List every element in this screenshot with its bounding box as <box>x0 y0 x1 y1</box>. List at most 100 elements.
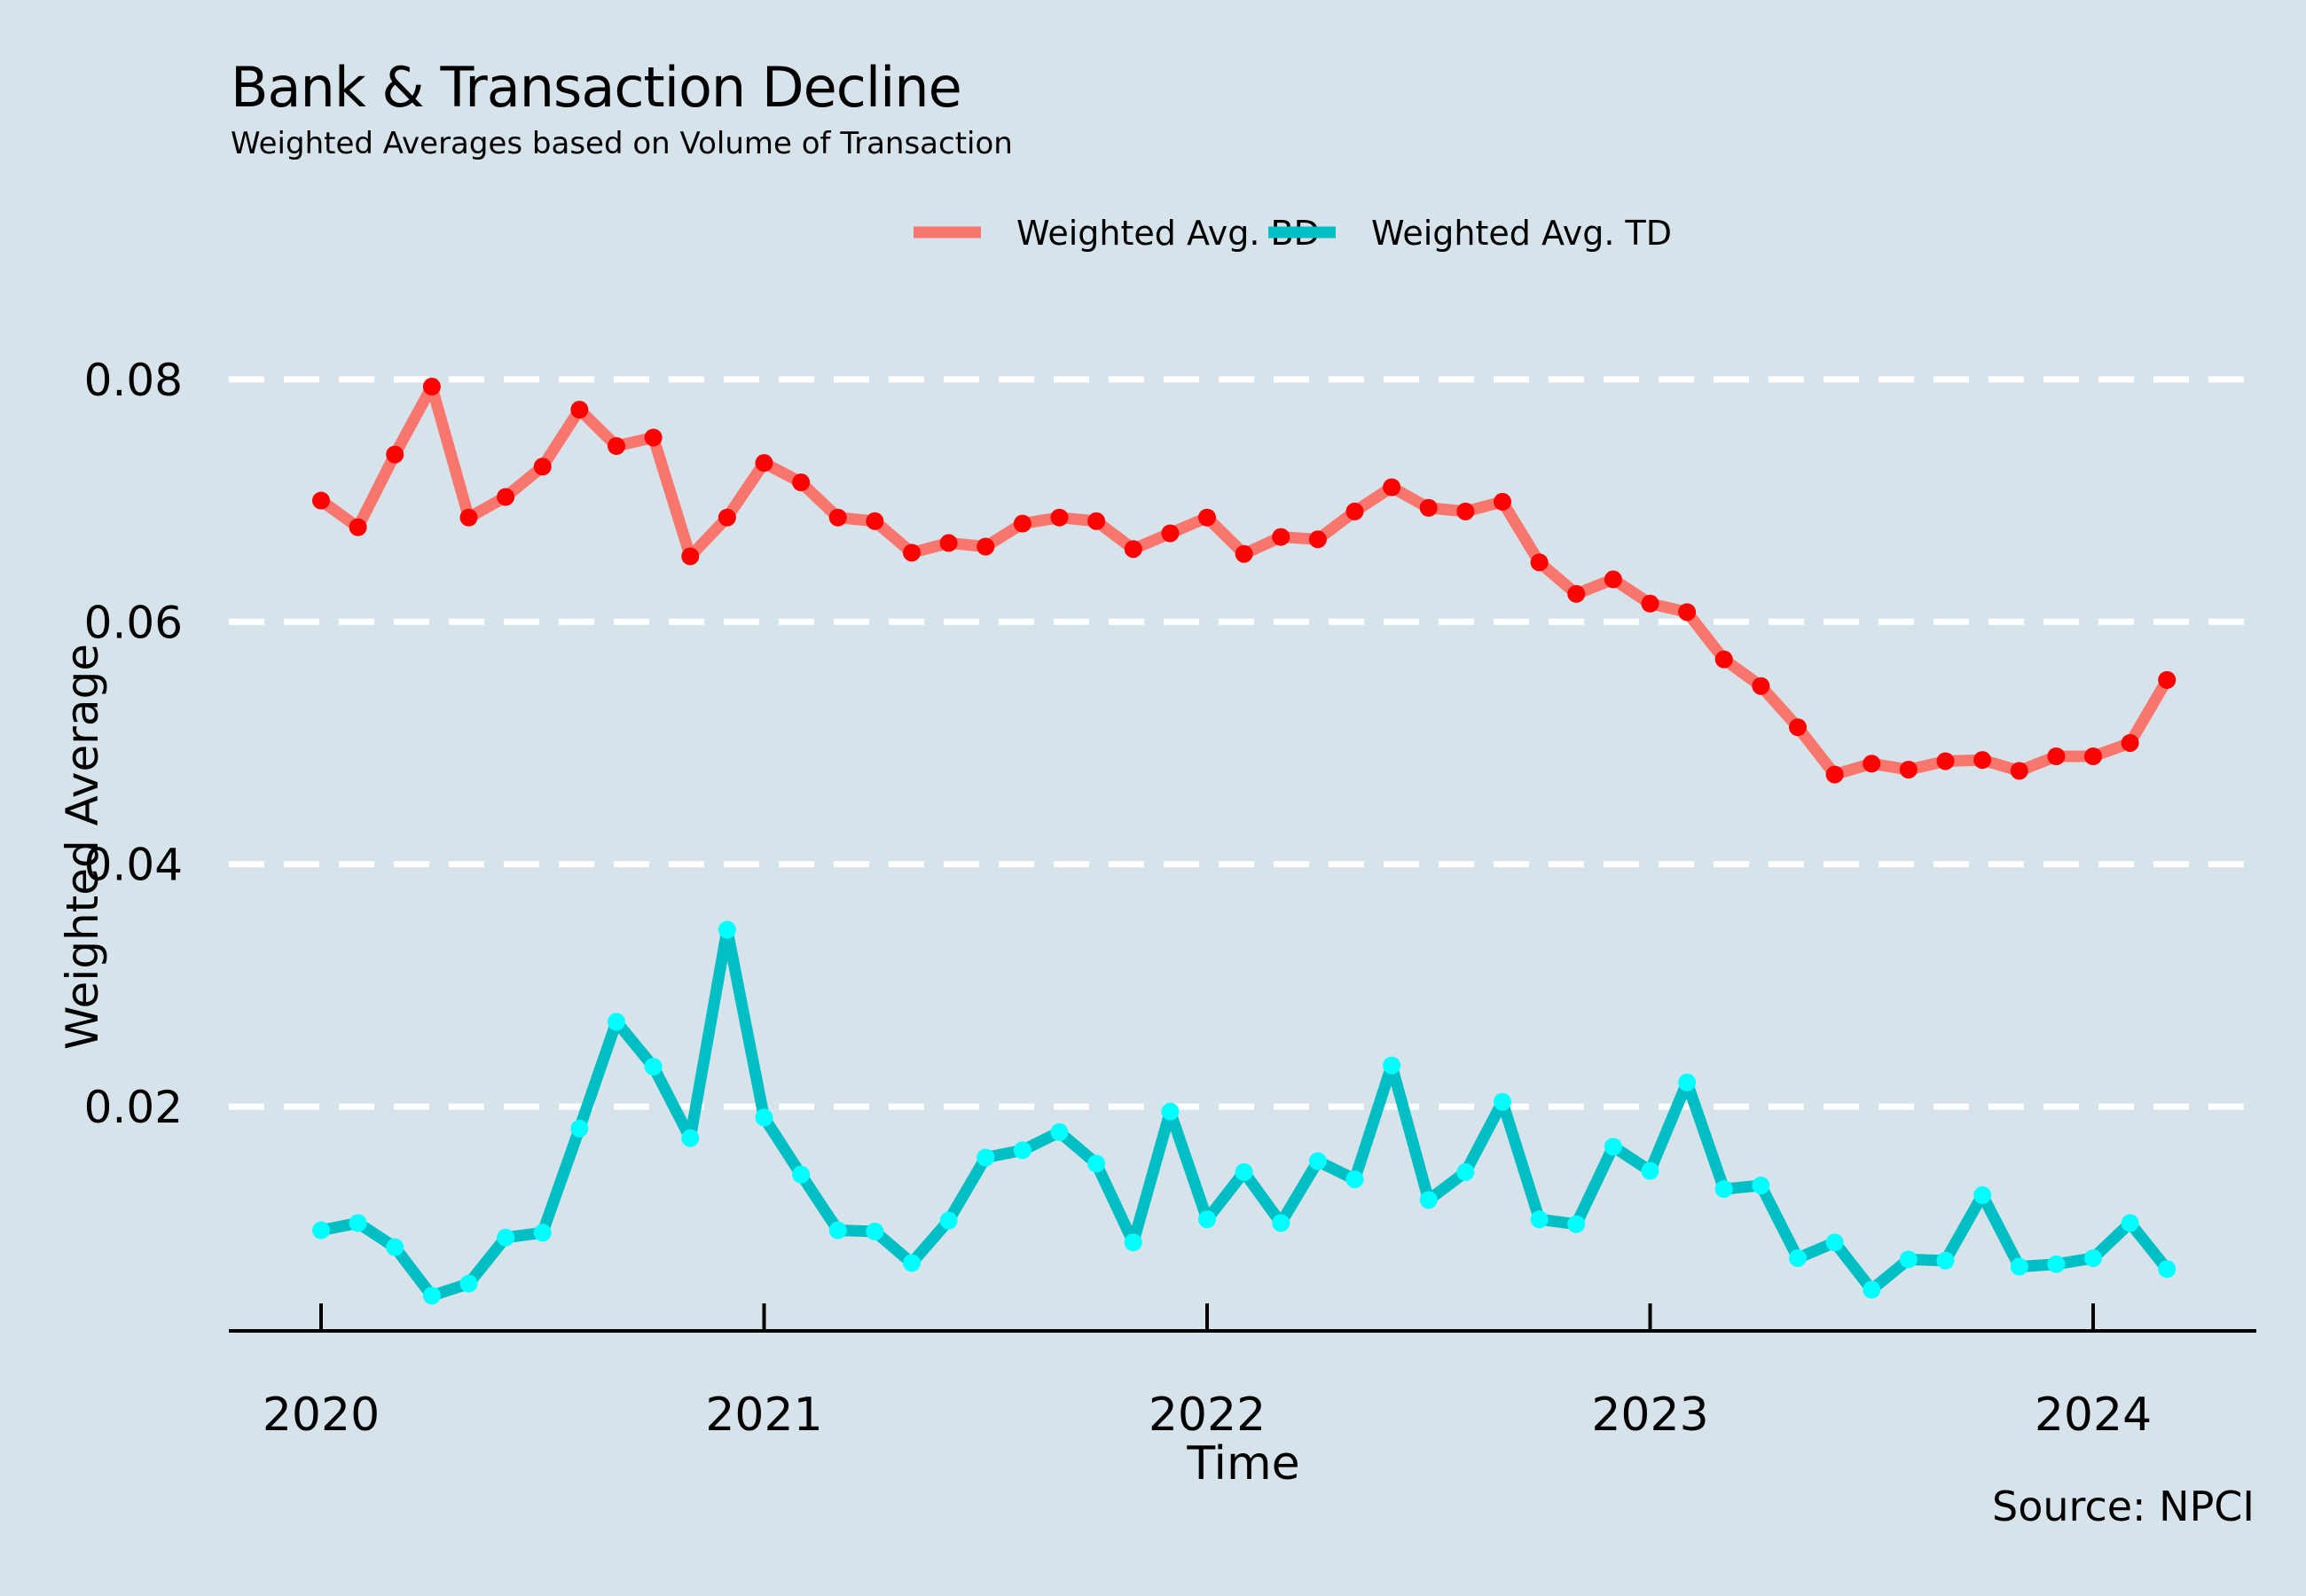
y-axis-ticks: 0.02 0.04 0.06 0.08 <box>84 355 183 1133</box>
data-point-td <box>1936 1251 1955 1270</box>
data-point-td <box>866 1222 884 1240</box>
data-point-bd <box>1161 524 1180 543</box>
data-point-td <box>1825 1233 1844 1252</box>
data-point-td <box>312 1221 330 1240</box>
data-point-bd <box>1789 718 1807 737</box>
data-point-bd <box>755 454 773 473</box>
data-point-td <box>977 1148 995 1167</box>
data-point-bd <box>903 544 921 562</box>
data-point-td <box>1345 1170 1364 1189</box>
data-point-bd <box>1087 512 1106 530</box>
data-point-td <box>1899 1250 1918 1269</box>
data-point-bd <box>792 473 811 492</box>
data-point-bd <box>1899 761 1918 779</box>
data-point-bd <box>1198 508 1216 527</box>
x-tick-label: 2020 <box>263 1389 380 1442</box>
data-point-bd <box>1825 765 1844 784</box>
data-point-td <box>644 1057 663 1076</box>
data-point-bd <box>386 445 404 464</box>
data-point-td <box>1678 1073 1697 1091</box>
data-point-td <box>1863 1280 1881 1299</box>
data-point-td <box>1235 1162 1253 1181</box>
legend-label-td: Weighted Avg. TD <box>1371 214 1672 253</box>
data-point-td <box>570 1119 589 1138</box>
source-caption: Source: NPCI <box>1992 1483 2255 1530</box>
data-point-bd <box>1678 603 1697 622</box>
data-point-bd <box>1456 502 1475 520</box>
x-tick-label: 2022 <box>1149 1389 1266 1442</box>
chart-subtitle: Weighted Averages based on Volume of Tra… <box>231 126 1013 161</box>
data-point-td <box>1050 1123 1069 1141</box>
data-point-td <box>1567 1215 1586 1233</box>
data-point-td <box>2121 1214 2139 1232</box>
data-point-td <box>2010 1257 2028 1276</box>
data-point-bd <box>1383 478 1401 497</box>
data-point-bd <box>2010 762 2028 780</box>
data-point-bd <box>2047 747 2066 766</box>
data-point-bd <box>1235 544 1253 563</box>
data-point-bd <box>2084 747 2102 766</box>
series-line-bd <box>315 380 2173 781</box>
data-point-bd <box>1050 508 1069 527</box>
data-point-td <box>792 1165 811 1184</box>
data-point-td <box>828 1221 847 1240</box>
data-point-bd <box>1752 677 1770 695</box>
y-tick-label: 0.06 <box>84 597 183 648</box>
data-point-td <box>349 1214 367 1232</box>
data-point-bd <box>349 518 367 536</box>
data-point-td <box>1308 1152 1327 1170</box>
data-point-td <box>1272 1214 1290 1232</box>
x-axis-ticks: 2020 2021 2022 2023 2024 <box>263 1303 2152 1442</box>
data-point-bd <box>1714 650 1733 669</box>
data-point-bd <box>1641 594 1659 613</box>
data-point-bd <box>1419 498 1438 517</box>
data-point-bd <box>977 537 995 556</box>
data-point-bd <box>459 508 478 527</box>
data-point-bd <box>1973 751 1992 770</box>
data-point-td <box>1198 1210 1216 1229</box>
data-point-td <box>1714 1180 1733 1199</box>
y-axis-label: Weighted Average <box>57 644 108 1050</box>
data-point-bd <box>2121 733 2139 752</box>
data-point-bd <box>1604 570 1622 589</box>
data-point-td <box>1383 1056 1401 1075</box>
data-point-td <box>718 920 736 939</box>
data-point-bd <box>1124 540 1142 559</box>
data-point-bd <box>608 437 625 456</box>
data-point-bd <box>718 508 736 527</box>
data-point-td <box>1494 1092 1511 1111</box>
data-point-td <box>903 1254 921 1272</box>
data-point-bd <box>1530 553 1549 572</box>
x-tick-label: 2023 <box>1591 1389 1708 1442</box>
data-point-td <box>2158 1260 2177 1279</box>
data-point-bd <box>2158 670 2177 689</box>
data-point-bd <box>1345 502 1364 520</box>
data-point-bd <box>939 534 958 552</box>
data-point-bd <box>644 428 663 447</box>
data-point-td <box>1124 1233 1142 1252</box>
series-line-td <box>315 923 2173 1302</box>
data-point-td <box>1087 1154 1106 1173</box>
data-point-td <box>422 1287 441 1305</box>
data-point-td <box>1419 1191 1438 1209</box>
data-point-td <box>1641 1162 1659 1180</box>
data-point-td <box>497 1228 515 1247</box>
chart-title: Bank & Transaction Decline <box>231 55 962 120</box>
series-points <box>312 378 2177 1305</box>
data-point-bd <box>1494 492 1511 511</box>
x-tick-label: 2021 <box>705 1389 822 1442</box>
data-point-td <box>608 1013 625 1031</box>
data-point-bd <box>1863 755 1881 773</box>
data-point-bd <box>1936 752 1955 771</box>
data-point-td <box>939 1211 958 1230</box>
data-point-bd <box>1308 530 1327 549</box>
data-point-bd <box>1567 584 1586 603</box>
data-point-td <box>2084 1248 2102 1267</box>
data-point-bd <box>312 491 330 510</box>
y-tick-label: 0.02 <box>84 1082 183 1133</box>
y-tick-label: 0.04 <box>84 840 183 891</box>
series-lines <box>315 380 2173 1302</box>
x-axis-label: Time <box>1186 1437 1299 1490</box>
data-point-bd <box>497 488 515 506</box>
